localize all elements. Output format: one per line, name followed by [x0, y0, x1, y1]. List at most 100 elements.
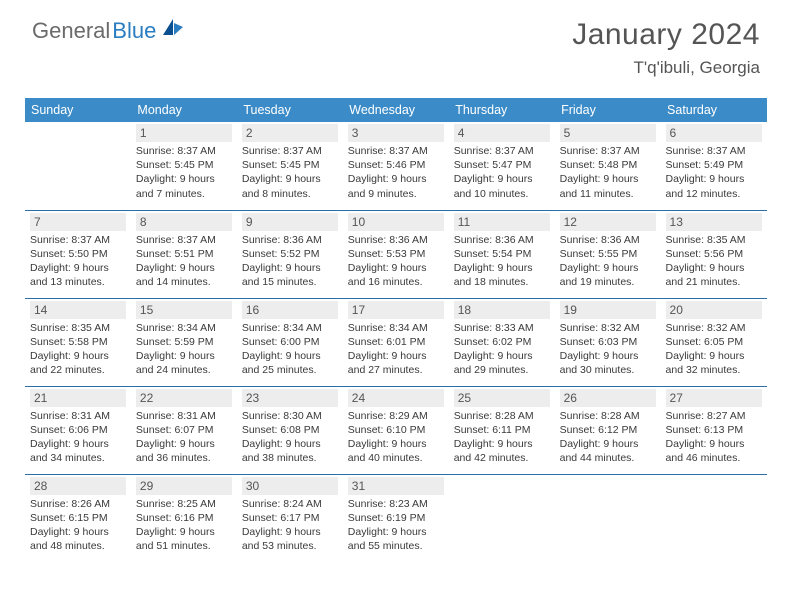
day-number: 30: [242, 477, 338, 495]
calendar-cell: 16 Sunrise: 8:34 AMSunset: 6:00 PMDayligh…: [237, 298, 343, 386]
calendar-cell: 29Sunrise: 8:25 AMSunset: 6:16 PMDayligh…: [131, 474, 237, 562]
calendar-cell: 7 Sunrise: 8:37 AMSunset: 5:50 PMDaylight…: [25, 210, 131, 298]
calendar-cell: 2 Sunrise: 8:37 AMSunset: 5:45 PMDaylight…: [237, 122, 343, 210]
day-number: 27: [666, 389, 762, 407]
location: T'q'ibuli, Georgia: [572, 58, 760, 78]
day-info: Sunrise: 8:30 AMSunset: 6:08 PMDaylight:…: [242, 409, 338, 466]
day-number: 29: [136, 477, 232, 495]
day-number: 28: [30, 477, 126, 495]
calendar-cell: 27 Sunrise: 8:27 AMSunset: 6:13 PMDayligh…: [661, 386, 767, 474]
month-title: January 2024: [572, 18, 760, 52]
calendar-cell: 8 Sunrise: 8:37 AMSunset: 5:51 PMDaylight…: [131, 210, 237, 298]
day-number: 2: [242, 124, 338, 142]
calendar-cell: [555, 474, 661, 562]
calendar-cell: [25, 122, 131, 210]
calendar-cell: 25Sunrise: 8:28 AMSunset: 6:11 PMDayligh…: [449, 386, 555, 474]
calendar-cell: 17Sunrise: 8:34 AMSunset: 6:01 PMDayligh…: [343, 298, 449, 386]
calendar-cell: 13 Sunrise: 8:35 AMSunset: 5:56 PMDayligh…: [661, 210, 767, 298]
calendar-cell: [661, 474, 767, 562]
calendar-cell: [449, 474, 555, 562]
day-number: 13: [666, 213, 762, 231]
day-number: 21: [30, 389, 126, 407]
calendar-cell: 10 Sunrise: 8:36 AMSunset: 5:53 PMDayligh…: [343, 210, 449, 298]
day-number: 15: [136, 301, 232, 319]
day-info: Sunrise: 8:36 AMSunset: 5:53 PMDaylight:…: [348, 233, 444, 290]
calendar-cell: 1 Sunrise: 8:37 AMSunset: 5:45 PMDaylight…: [131, 122, 237, 210]
calendar-cell: 23 Sunrise: 8:30 AMSunset: 6:08 PMDayligh…: [237, 386, 343, 474]
weekday-header: Friday: [555, 98, 661, 122]
day-info: Sunrise: 8:34 AMSunset: 6:01 PMDaylight:…: [348, 321, 444, 378]
day-info: Sunrise: 8:36 AMSunset: 5:54 PMDaylight:…: [454, 233, 550, 290]
calendar-cell: 30 Sunrise: 8:24 AMSunset: 6:17 PMDayligh…: [237, 474, 343, 562]
calendar-cell: 18Sunrise: 8:33 AMSunset: 6:02 PMDayligh…: [449, 298, 555, 386]
calendar-cell: 5Sunrise: 8:37 AMSunset: 5:48 PMDaylight…: [555, 122, 661, 210]
day-number: 25: [454, 389, 550, 407]
header: General Blue January 2024 T'q'ibuli, Geo…: [0, 0, 792, 84]
day-info: Sunrise: 8:37 AMSunset: 5:45 PMDaylight:…: [242, 144, 338, 201]
calendar-cell: 15 Sunrise: 8:34 AMSunset: 5:59 PMDayligh…: [131, 298, 237, 386]
calendar-cell: 6 Sunrise: 8:37 AMSunset: 5:49 PMDaylight…: [661, 122, 767, 210]
calendar-week-row: 1 Sunrise: 8:37 AMSunset: 5:45 PMDaylight…: [25, 122, 767, 210]
weekday-header: Monday: [131, 98, 237, 122]
day-number: 26: [560, 389, 656, 407]
calendar-cell: 11 Sunrise: 8:36 AMSunset: 5:54 PMDayligh…: [449, 210, 555, 298]
day-number: 3: [348, 124, 444, 142]
day-number: 8: [136, 213, 232, 231]
day-number: 31: [348, 477, 444, 495]
logo-text-general: General: [32, 18, 110, 44]
day-info: Sunrise: 8:24 AMSunset: 6:17 PMDaylight:…: [242, 497, 338, 554]
calendar-cell: 31 Sunrise: 8:23 AMSunset: 6:19 PMDayligh…: [343, 474, 449, 562]
calendar-cell: 4 Sunrise: 8:37 AMSunset: 5:47 PMDaylight…: [449, 122, 555, 210]
title-block: January 2024 T'q'ibuli, Georgia: [572, 18, 760, 78]
day-info: Sunrise: 8:34 AMSunset: 5:59 PMDaylight:…: [136, 321, 232, 378]
day-info: Sunrise: 8:37 AMSunset: 5:48 PMDaylight:…: [560, 144, 656, 201]
day-info: Sunrise: 8:36 AMSunset: 5:52 PMDaylight:…: [242, 233, 338, 290]
day-info: Sunrise: 8:27 AMSunset: 6:13 PMDaylight:…: [666, 409, 762, 466]
day-info: Sunrise: 8:28 AMSunset: 6:12 PMDaylight:…: [560, 409, 656, 466]
day-number: 6: [666, 124, 762, 142]
logo-text-blue: Blue: [112, 18, 156, 44]
calendar-cell: 21 Sunrise: 8:31 AMSunset: 6:06 PMDayligh…: [25, 386, 131, 474]
day-number: 23: [242, 389, 338, 407]
logo: General Blue: [32, 18, 185, 44]
day-info: Sunrise: 8:37 AMSunset: 5:50 PMDaylight:…: [30, 233, 126, 290]
day-info: Sunrise: 8:35 AMSunset: 5:56 PMDaylight:…: [666, 233, 762, 290]
day-number: 22: [136, 389, 232, 407]
calendar-body: 1 Sunrise: 8:37 AMSunset: 5:45 PMDaylight…: [25, 122, 767, 562]
calendar-week-row: 14 Sunrise: 8:35 AMSunset: 5:58 PMDayligh…: [25, 298, 767, 386]
calendar-cell: 22Sunrise: 8:31 AMSunset: 6:07 PMDayligh…: [131, 386, 237, 474]
day-number: 24: [348, 389, 444, 407]
weekday-header: Wednesday: [343, 98, 449, 122]
day-number: 1: [136, 124, 232, 142]
weekday-header: Sunday: [25, 98, 131, 122]
day-number: 4: [454, 124, 550, 142]
calendar-cell: 14 Sunrise: 8:35 AMSunset: 5:58 PMDayligh…: [25, 298, 131, 386]
weekday-header-row: SundayMondayTuesdayWednesdayThursdayFrid…: [25, 98, 767, 122]
calendar-cell: 19Sunrise: 8:32 AMSunset: 6:03 PMDayligh…: [555, 298, 661, 386]
calendar-cell: 3Sunrise: 8:37 AMSunset: 5:46 PMDaylight…: [343, 122, 449, 210]
day-info: Sunrise: 8:29 AMSunset: 6:10 PMDaylight:…: [348, 409, 444, 466]
day-info: Sunrise: 8:37 AMSunset: 5:45 PMDaylight:…: [136, 144, 232, 201]
calendar-cell: 9Sunrise: 8:36 AMSunset: 5:52 PMDaylight…: [237, 210, 343, 298]
day-info: Sunrise: 8:32 AMSunset: 6:03 PMDaylight:…: [560, 321, 656, 378]
calendar-cell: 28 Sunrise: 8:26 AMSunset: 6:15 PMDayligh…: [25, 474, 131, 562]
day-info: Sunrise: 8:23 AMSunset: 6:19 PMDaylight:…: [348, 497, 444, 554]
calendar-cell: 24 Sunrise: 8:29 AMSunset: 6:10 PMDayligh…: [343, 386, 449, 474]
day-info: Sunrise: 8:37 AMSunset: 5:49 PMDaylight:…: [666, 144, 762, 201]
day-number: 10: [348, 213, 444, 231]
day-info: Sunrise: 8:37 AMSunset: 5:51 PMDaylight:…: [136, 233, 232, 290]
day-number: 16: [242, 301, 338, 319]
day-number: 7: [30, 213, 126, 231]
day-number: 11: [454, 213, 550, 231]
day-info: Sunrise: 8:34 AMSunset: 6:00 PMDaylight:…: [242, 321, 338, 378]
day-info: Sunrise: 8:35 AMSunset: 5:58 PMDaylight:…: [30, 321, 126, 378]
day-number: 14: [30, 301, 126, 319]
weekday-header: Tuesday: [237, 98, 343, 122]
day-info: Sunrise: 8:26 AMSunset: 6:15 PMDaylight:…: [30, 497, 126, 554]
calendar-cell: 20Sunrise: 8:32 AMSunset: 6:05 PMDayligh…: [661, 298, 767, 386]
calendar-cell: 12Sunrise: 8:36 AMSunset: 5:55 PMDayligh…: [555, 210, 661, 298]
day-info: Sunrise: 8:36 AMSunset: 5:55 PMDaylight:…: [560, 233, 656, 290]
day-number: 20: [666, 301, 762, 319]
day-info: Sunrise: 8:31 AMSunset: 6:06 PMDaylight:…: [30, 409, 126, 466]
day-info: Sunrise: 8:37 AMSunset: 5:47 PMDaylight:…: [454, 144, 550, 201]
